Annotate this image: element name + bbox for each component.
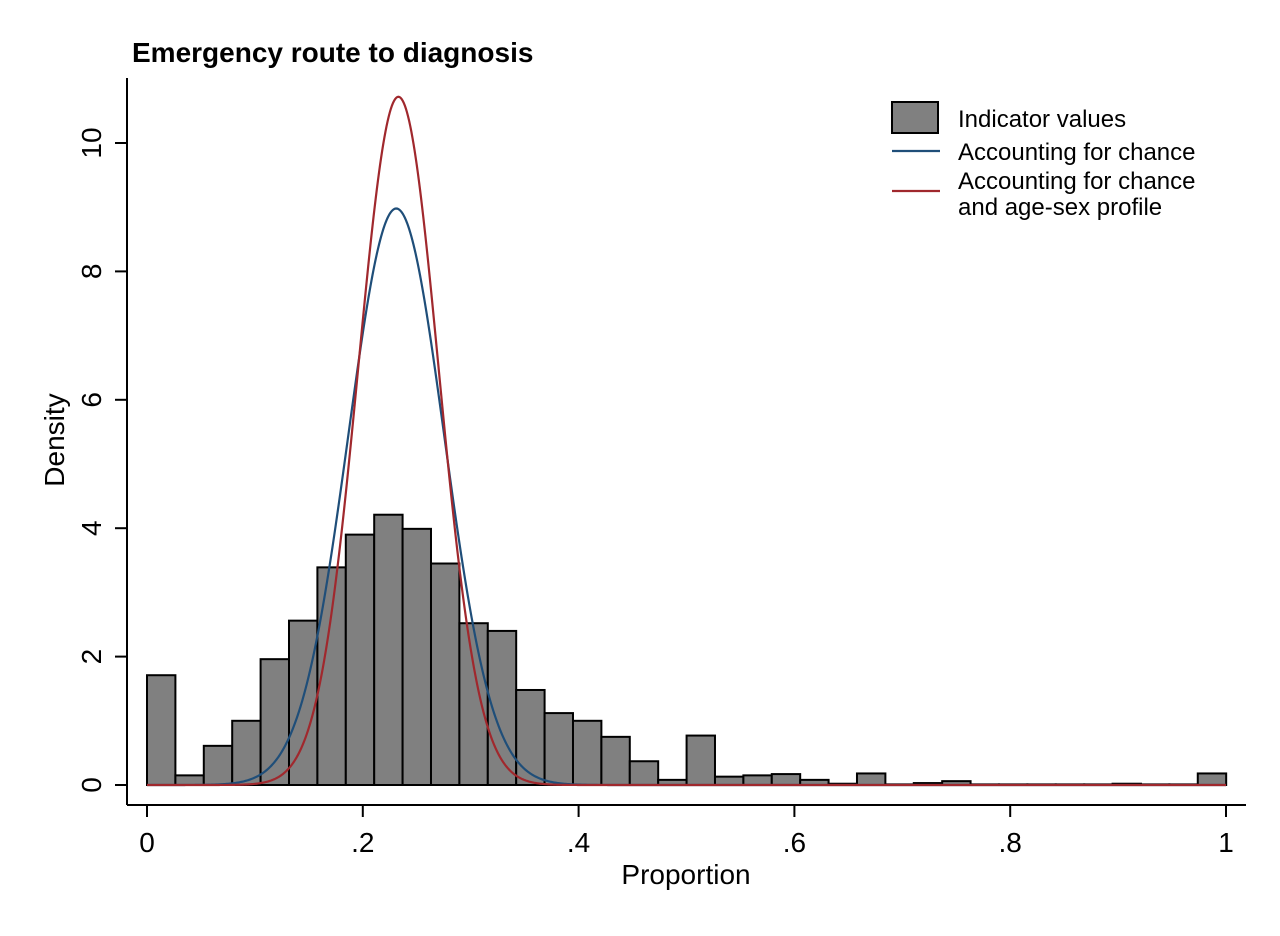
histogram-bar [174, 774, 205, 786]
y-tick-label: 10 [76, 127, 107, 158]
histogram-bar [287, 619, 319, 787]
histogram-bar [344, 533, 376, 786]
x-axis-label: Proportion [621, 859, 750, 890]
histogram-bar [373, 513, 404, 787]
histogram-bar [855, 772, 887, 786]
legend-bar-swatch [891, 101, 939, 134]
density-curve [147, 95, 1226, 787]
histogram-bar [458, 622, 489, 786]
y-tick-label: 6 [76, 392, 107, 408]
density-curves [147, 95, 1226, 787]
legend-label: Accounting for chance [958, 168, 1195, 195]
y-tick-label: 4 [76, 520, 107, 536]
legend-label: and age-sex profile [958, 194, 1162, 221]
histogram-bar [146, 674, 177, 787]
histogram-bar [628, 760, 660, 786]
histogram-bar [231, 719, 262, 786]
histogram-bar [770, 773, 802, 786]
y-tick-label: 2 [76, 649, 107, 665]
legend-label: Indicator values [958, 106, 1126, 133]
histogram-bar [401, 527, 432, 786]
x-tick-label: 0 [139, 827, 155, 858]
histogram-bar [713, 775, 745, 786]
histogram-bar [571, 719, 603, 786]
histogram-bar [600, 735, 631, 786]
histogram-bar [202, 744, 234, 787]
legend: Indicator values Accounting for chanceAcc… [891, 101, 1195, 221]
y-tick-label: 8 [76, 264, 107, 280]
x-tick-label: .4 [567, 827, 590, 858]
y-axis-label: Density [39, 393, 70, 486]
y-tick-label: 0 [76, 777, 107, 793]
histogram-bar [515, 688, 546, 787]
histogram-bar [742, 774, 773, 786]
histogram-bar [543, 712, 574, 787]
x-tick-label: .6 [783, 827, 806, 858]
chart-title: Emergency route to diagnosis [132, 37, 533, 68]
histogram-bar [259, 658, 290, 787]
x-tick-label: .2 [351, 827, 374, 858]
histogram-bars [146, 513, 1228, 787]
x-tick-label: .8 [999, 827, 1022, 858]
legend-label: Accounting for chance [958, 139, 1195, 166]
histogram-bar [429, 562, 461, 787]
histogram-bar [1196, 772, 1228, 786]
x-tick-label: 1 [1218, 827, 1234, 858]
histogram-bar [685, 734, 716, 786]
